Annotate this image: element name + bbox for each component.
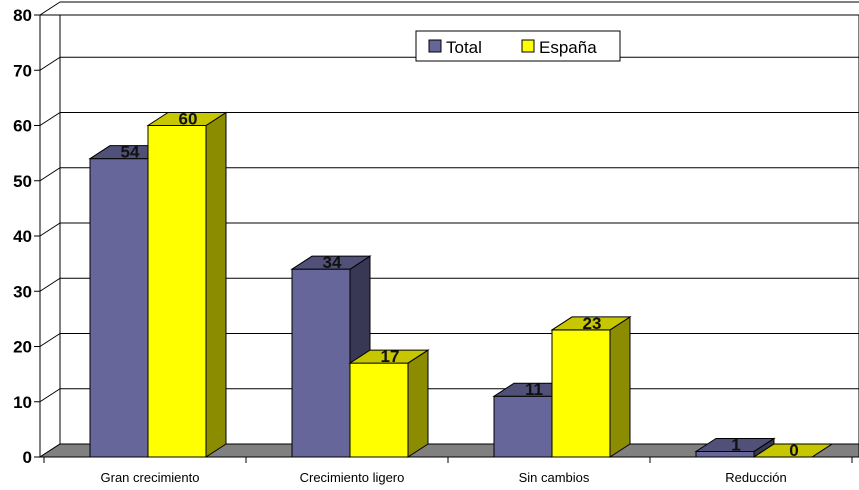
bar-top (550, 316, 632, 331)
gridline-side (39, 388, 61, 403)
bar-top (752, 443, 834, 458)
y-tick-label: 40 (13, 227, 32, 246)
x-tick-label: Reducción (725, 470, 786, 485)
legend: Total España (415, 30, 621, 62)
y-tick-label: 30 (13, 282, 32, 301)
x-axis: Gran crecimiento Crecimiento ligero Sin ca… (40, 456, 859, 485)
bar-espa-a-3 (752, 443, 834, 458)
y-axis: 0 10 20 30 40 50 60 70 80 (13, 6, 41, 467)
y-tick-label: 70 (13, 61, 32, 80)
y-tick-label: 60 (13, 117, 32, 136)
bar-espa-a-2 (550, 316, 632, 458)
data-label: 0 (789, 441, 798, 460)
bar-front (695, 450, 755, 458)
legend-label: España (539, 38, 597, 57)
bar-top (290, 255, 372, 270)
bar-front (147, 125, 207, 458)
bar-front (89, 158, 149, 458)
bar-total-3 (694, 437, 776, 458)
x-tick-label: Sin cambios (519, 470, 590, 485)
gridline-side (39, 222, 61, 237)
gridline-side (39, 333, 61, 347)
y-tick-label: 20 (13, 338, 32, 357)
bar-top (146, 112, 228, 126)
gridline-side (39, 167, 61, 182)
y-tick-label: 80 (13, 6, 32, 25)
bar-side (407, 349, 429, 458)
bar-front (551, 329, 611, 458)
legend-frame (415, 30, 621, 62)
gridline-side (39, 1, 61, 16)
bar-front (291, 268, 351, 458)
bar-front (349, 362, 409, 458)
data-label: 54 (121, 143, 140, 162)
legend-box: Total España (415, 30, 621, 62)
legend-label: Total (446, 38, 482, 57)
bar-top (694, 437, 776, 452)
y-tick-label: 10 (13, 393, 32, 412)
bar-espa-a-0 (146, 111, 228, 458)
y-tick-label: 0 (23, 448, 32, 467)
data-label: 60 (179, 110, 198, 129)
data-label: 17 (381, 347, 400, 366)
data-label: 11 (525, 380, 543, 399)
x-tick-label: Gran crecimiento (101, 470, 200, 485)
bar-front (493, 395, 553, 458)
data-label: 23 (583, 314, 602, 333)
data-label: 34 (323, 253, 342, 272)
bar-side (609, 316, 631, 458)
gridline-side (39, 56, 61, 71)
bars (88, 111, 834, 458)
bar-side (205, 111, 227, 458)
y-tick-label: 50 (13, 172, 32, 191)
bar-top (348, 349, 430, 364)
x-tick-label: Crecimiento ligero (300, 470, 405, 485)
gridline-side (39, 112, 61, 126)
legend-swatch (428, 39, 442, 53)
data-labels: 54 60 34 17 11 23 1 0 (121, 110, 799, 461)
data-label: 1 (731, 435, 740, 454)
gridline-side (39, 277, 61, 292)
legend-swatch (521, 39, 535, 53)
bar-espa-a-1 (348, 349, 430, 458)
